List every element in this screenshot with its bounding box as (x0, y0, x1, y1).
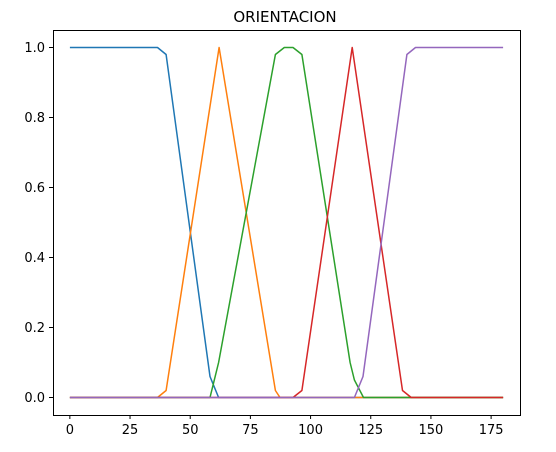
series-line-5 (70, 48, 503, 398)
x-tick-label: 175 (479, 423, 504, 438)
x-tick-label: 125 (358, 423, 383, 438)
y-tick-label: 0.0 (24, 391, 45, 406)
series-line-1 (70, 48, 503, 398)
x-tick-label: 50 (182, 423, 199, 438)
x-tick-label: 75 (242, 423, 259, 438)
x-tick-label: 0 (66, 423, 74, 438)
x-tick-label: 25 (122, 423, 139, 438)
x-tick-label: 150 (419, 423, 444, 438)
chart-title: ORIENTACION (233, 8, 336, 26)
series-line-2 (70, 48, 503, 398)
series-layer (70, 48, 503, 398)
series-line-3 (70, 48, 503, 398)
x-tick-label: 100 (298, 423, 323, 438)
y-tick-label: 0.4 (24, 251, 45, 266)
y-axis-ticks: 0.0 0.2 0.4 0.6 0.8 1.0 (24, 41, 53, 406)
y-tick-label: 0.8 (24, 111, 45, 126)
y-tick-label: 1.0 (24, 41, 45, 56)
y-tick-label: 0.2 (24, 321, 45, 336)
y-tick-label: 0.6 (24, 181, 45, 196)
x-axis-ticks: 0 25 50 75 100 125 150 175 (66, 415, 504, 438)
plot-frame (54, 31, 521, 416)
series-line-4 (70, 48, 503, 398)
